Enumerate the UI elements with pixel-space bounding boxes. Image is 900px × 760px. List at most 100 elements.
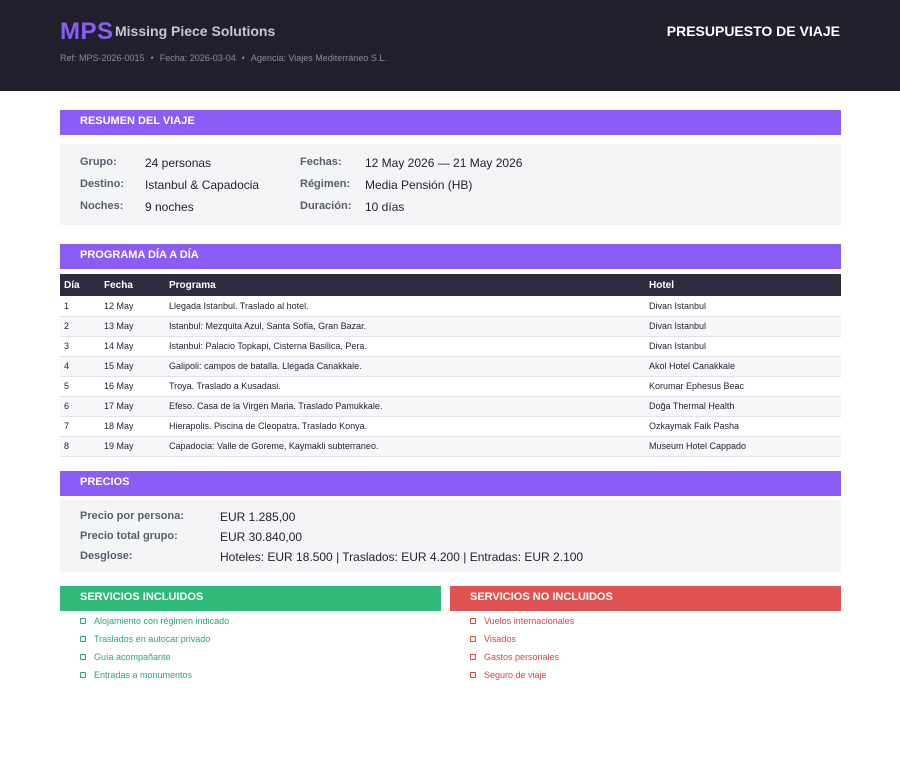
- resumen-value-regimen: Media Pensión (HB): [365, 178, 473, 192]
- document-title: PRESUPUESTO DE VIAJE: [666, 23, 840, 39]
- list-item: Vuelos internacionales: [470, 612, 574, 630]
- cell-dia: 8: [60, 436, 100, 457]
- precios-panel: Precio por persona: EUR 1.285,00 Precio …: [60, 500, 841, 572]
- cell-dia: 3: [60, 336, 100, 357]
- table-row: 2 13 May Istanbul: Mezquita Azul, Santa …: [60, 316, 841, 337]
- resumen-label-grupo: Grupo:: [80, 156, 117, 168]
- checkbox-icon: [470, 654, 476, 660]
- resumen-label-noches: Noches:: [80, 200, 124, 212]
- cell-fecha: 12 May: [100, 296, 165, 317]
- section-heading-precios: PRECIOS: [60, 471, 841, 496]
- cell-hotel: Doğa Thermal Health: [645, 396, 841, 417]
- list-item-label: Gastos personales: [484, 652, 560, 662]
- resumen-value-grupo: 24 personas: [145, 156, 212, 170]
- list-item: Alojamiento con régimen indicado: [80, 612, 229, 630]
- cell-programa: Istanbul: Mezquita Azul, Santa Sofia, Gr…: [165, 316, 645, 337]
- resumen-panel: Grupo: 24 personas Destino: Istanbul & C…: [60, 144, 841, 225]
- cell-fecha: 19 May: [100, 436, 165, 457]
- company-logo: MPS: [60, 18, 114, 45]
- cell-fecha: 15 May: [100, 356, 165, 377]
- cell-programa: Llegada Istanbul. Traslado al hotel.: [165, 296, 645, 317]
- checkbox-icon: [80, 618, 86, 624]
- column-header-hotel: Hotel: [645, 274, 841, 296]
- list-item: Entradas a monumentos: [80, 666, 229, 684]
- included-services-list: Alojamiento con régimen indicado Traslad…: [80, 612, 229, 684]
- list-item: Traslados en autocar privado: [80, 630, 229, 648]
- cell-hotel: Divan Istanbul: [645, 336, 841, 357]
- desglose-label: Desglose:: [80, 550, 133, 562]
- resumen-label-regimen: Régimen:: [300, 178, 351, 190]
- cell-dia: 5: [60, 376, 100, 397]
- column-header-fecha: Fecha: [100, 274, 165, 296]
- cell-fecha: 18 May: [100, 416, 165, 437]
- cell-programa: Istanbul: Palacio Topkapi, Cisterna Basi…: [165, 336, 645, 357]
- list-item-label: Entradas a monumentos: [94, 670, 193, 680]
- resumen-value-fechas: 12 May 2026 — 21 May 2026: [365, 156, 523, 170]
- list-item-label: Alojamiento con régimen indicado: [94, 616, 230, 626]
- list-item: Seguro de viaje: [470, 666, 574, 684]
- cell-fecha: 16 May: [100, 376, 165, 397]
- table-row: 5 16 May Troya. Traslado a Kusadasi. Kor…: [60, 376, 841, 397]
- column-header-programa: Programa: [165, 274, 645, 296]
- cell-fecha: 17 May: [100, 396, 165, 417]
- cell-fecha: 14 May: [100, 336, 165, 357]
- section-heading-programa: PROGRAMA DÍA A DÍA: [60, 244, 841, 269]
- desglose-value: Hoteles: EUR 18.500 | Traslados: EUR 4.2…: [220, 550, 584, 564]
- document-date: Fecha: 2026-03-04: [159, 53, 236, 63]
- list-item: Gastos personales: [470, 648, 574, 666]
- checkbox-icon: [80, 654, 86, 660]
- checkbox-icon: [80, 636, 86, 642]
- list-item-label: Visados: [484, 634, 516, 644]
- table-row: 7 18 May Hierapolis. Piscina de Cleopatr…: [60, 416, 841, 437]
- resumen-value-destino: Istanbul & Capadocia: [145, 178, 260, 192]
- table-row: 1 12 May Llegada Istanbul. Traslado al h…: [60, 296, 841, 317]
- cell-dia: 6: [60, 396, 100, 417]
- table-row: 6 17 May Efeso. Casa de la Virgen Maria.…: [60, 396, 841, 417]
- table-row: 8 19 May Capadocia: Valle de Goreme, Kay…: [60, 436, 841, 457]
- itinerary-table: Día Fecha Programa Hotel 1 12 May Llegad…: [60, 274, 841, 457]
- resumen-value-duracion: 10 días: [365, 200, 405, 214]
- cell-dia: 2: [60, 316, 100, 337]
- cell-programa: Galipoli: campos de batalla. Llegada Can…: [165, 356, 645, 377]
- resumen-label-fechas: Fechas:: [300, 156, 342, 168]
- cell-programa: Capadocia: Valle de Goreme, Kaymakli sub…: [165, 436, 645, 457]
- cell-dia: 1: [60, 296, 100, 317]
- column-header-dia: Día: [60, 274, 100, 296]
- meta-separator: •: [150, 53, 154, 63]
- table-row: 3 14 May Istanbul: Palacio Topkapi, Cist…: [60, 336, 841, 357]
- document-header: MPS Missing Piece Solutions PRESUPUESTO …: [0, 0, 900, 91]
- cell-dia: 7: [60, 416, 100, 437]
- precio-persona-label: Precio por persona:: [80, 510, 184, 522]
- precio-total-label: Precio total grupo:: [80, 530, 178, 542]
- table-row: 4 15 May Galipoli: campos de batalla. Ll…: [60, 356, 841, 377]
- resumen-label-duracion: Duración:: [300, 200, 352, 212]
- agency-name: Agencia: Viajes Mediterráneo S.L.: [250, 53, 387, 63]
- cell-hotel: Divan Istanbul: [645, 296, 841, 317]
- list-item: Guía acompañante: [80, 648, 229, 666]
- cell-programa: Efeso. Casa de la Virgen Maria. Traslado…: [165, 396, 645, 417]
- section-heading-no-incluidos: SERVICIOS NO INCLUIDOS: [450, 586, 841, 611]
- meta-separator: •: [241, 53, 245, 63]
- list-item-label: Vuelos internacionales: [484, 616, 575, 626]
- list-item-label: Seguro de viaje: [484, 670, 547, 680]
- cell-dia: 4: [60, 356, 100, 377]
- section-heading-resumen: RESUMEN DEL VIAJE: [60, 110, 841, 135]
- cell-programa: Troya. Traslado a Kusadasi.: [165, 376, 645, 397]
- cell-hotel: Ozkaymak Faik Pasha: [645, 416, 841, 437]
- checkbox-icon: [470, 636, 476, 642]
- cell-fecha: 13 May: [100, 316, 165, 337]
- cell-hotel: Museum Hotel Cappado: [645, 436, 841, 457]
- excluded-services-list: Vuelos internacionales Visados Gastos pe…: [470, 612, 574, 684]
- company-name: Missing Piece Solutions: [115, 23, 276, 39]
- table-header-row: Día Fecha Programa Hotel: [60, 274, 841, 296]
- cell-programa: Hierapolis. Piscina de Cleopatra. Trasla…: [165, 416, 645, 437]
- precio-persona-value: EUR 1.285,00: [220, 510, 296, 524]
- checkbox-icon: [470, 618, 476, 624]
- section-heading-incluidos: SERVICIOS INCLUIDOS: [60, 586, 441, 611]
- checkbox-icon: [470, 672, 476, 678]
- list-item-label: Traslados en autocar privado: [94, 634, 211, 644]
- reference-number: Ref: MPS-2026-0015: [60, 53, 145, 63]
- cell-hotel: Korumar Ephesus Beac: [645, 376, 841, 397]
- precio-total-value: EUR 30.840,00: [220, 530, 303, 544]
- checkbox-icon: [80, 672, 86, 678]
